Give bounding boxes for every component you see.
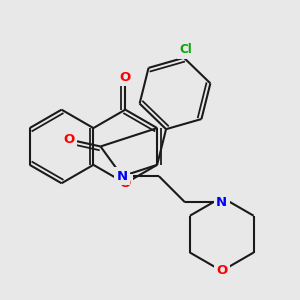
- Text: Cl: Cl: [180, 43, 192, 56]
- Text: N: N: [117, 170, 128, 183]
- Text: O: O: [63, 133, 74, 146]
- Text: O: O: [120, 71, 131, 84]
- Text: N: N: [216, 196, 227, 209]
- Text: O: O: [216, 264, 227, 278]
- Text: O: O: [120, 177, 131, 190]
